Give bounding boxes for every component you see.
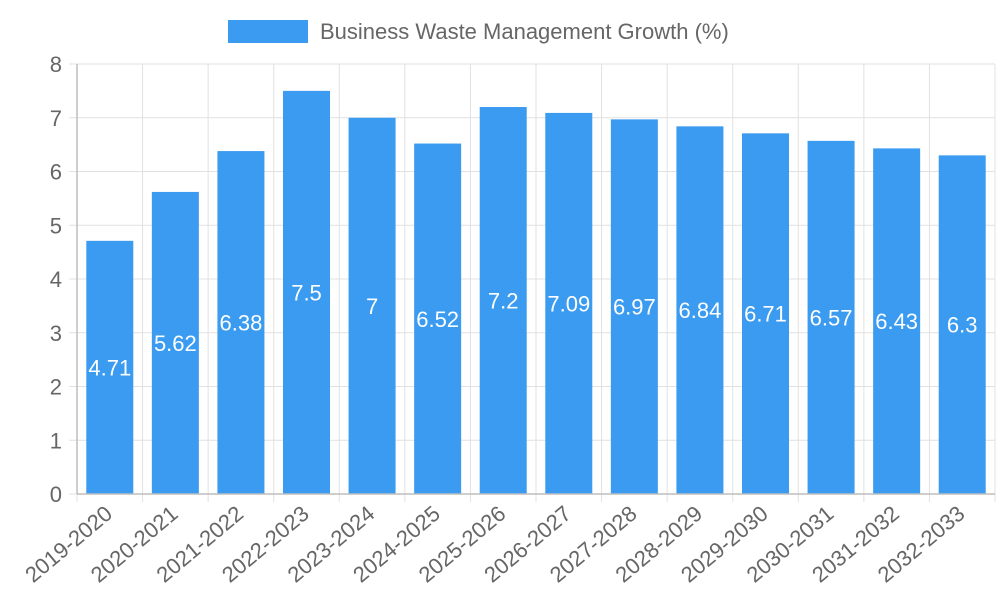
bar-value-label: 6.52 [416,307,459,332]
bar-2028-2029[interactable] [676,126,724,494]
y-tick-label: 5 [50,213,62,238]
bar-value-label: 4.71 [88,355,131,380]
y-tick-label: 2 [50,375,62,400]
bar-value-label: 7.5 [291,280,322,305]
gridlines [69,63,996,502]
y-tick-label: 8 [50,52,62,77]
legend-swatch [228,20,308,43]
bar-2022-2023[interactable] [283,90,330,494]
bar-value-label: 6.43 [875,309,918,334]
bar-value-label: 6.3 [947,313,978,338]
y-tick-label: 7 [50,106,62,131]
bar-2030-2031[interactable] [807,140,855,495]
bar-2023-2024[interactable] [348,117,396,494]
y-tick-label: 4 [50,267,62,292]
x-axis-ticks: 2019-20202020-20212021-20222022-20232023… [20,501,969,588]
y-tick-label: 3 [50,321,62,346]
axes [76,64,995,495]
bar-2032-2033[interactable] [938,155,986,494]
bar-2024-2025[interactable] [414,143,462,495]
bar-value-label: 6.57 [810,305,853,330]
y-tick-label: 0 [50,482,62,507]
legend[interactable]: Business Waste Management Growth (%) [228,19,729,44]
bar-value-label: 7 [366,294,378,319]
bar-2025-2026[interactable] [479,107,527,494]
bar-2020-2021[interactable] [151,191,199,495]
bar-value-label: 7.09 [547,291,590,316]
data-labels: 4.71 5.62 6.38 7.5 7 6.52 7.2 7.09 6.97 6.84 6.71 6… [88,280,977,380]
y-tick-label: 1 [50,428,62,453]
y-tick-label: 6 [50,160,62,185]
bar-2019-2020[interactable] [86,240,134,494]
bar-2031-2032[interactable] [873,148,921,494]
bar-value-label: 6.84 [679,298,722,323]
bar-value-label: 6.71 [744,302,787,327]
bars [86,90,986,495]
bar-2026-2027[interactable] [545,112,593,494]
bar-2021-2022[interactable] [217,151,265,494]
bar-2029-2030[interactable] [742,133,789,494]
bar-value-label: 6.97 [613,295,656,320]
bar-value-label: 5.62 [154,331,197,356]
legend-label: Business Waste Management Growth (%) [320,19,729,44]
bar-2027-2028[interactable] [610,119,658,495]
bar-value-label: 7.2 [488,289,519,314]
y-axis-ticks: 0 1 2 3 4 5 6 7 8 [50,52,62,507]
bar-value-label: 6.38 [220,311,263,336]
